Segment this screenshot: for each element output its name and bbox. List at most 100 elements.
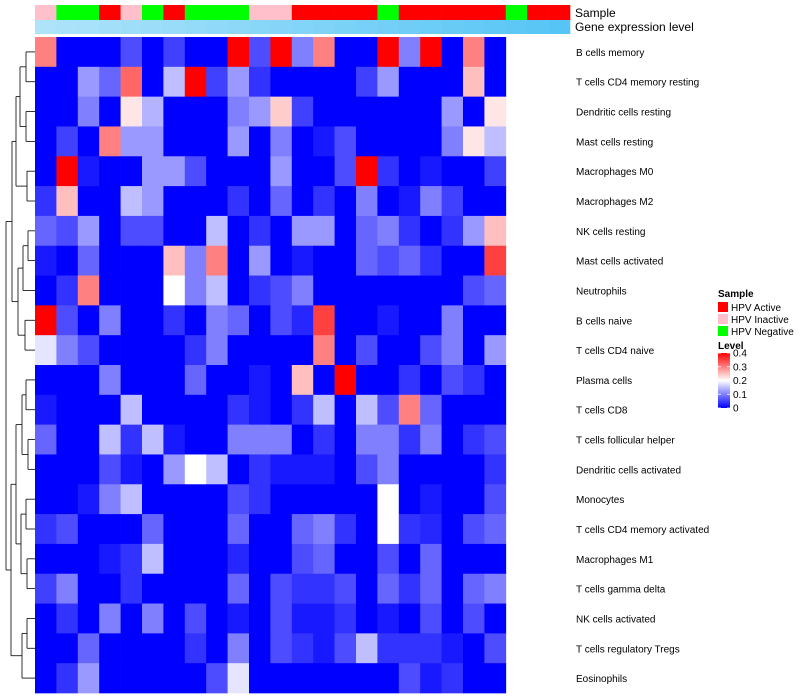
heatmap-cell (356, 603, 378, 634)
gene-expression-annotation-cell (463, 20, 485, 34)
heatmap-cell (206, 663, 228, 694)
heatmap-cell (334, 484, 357, 515)
heatmap-cell (56, 275, 79, 306)
heatmap-cell (398, 37, 421, 68)
heatmap-cell (441, 633, 464, 664)
heatmap-cell (184, 424, 207, 455)
heatmap-cell (206, 96, 228, 127)
heatmap-cell (291, 543, 314, 575)
heatmap-cell (441, 186, 464, 217)
legend-level-label: 0.1 (733, 390, 747, 401)
heatmap-cell (484, 245, 507, 276)
heatmap-cell (270, 275, 293, 306)
row-label: Neutrophils (576, 286, 627, 297)
heatmap-cell (270, 245, 293, 276)
heatmap-cell (484, 454, 507, 485)
heatmap-cell (142, 96, 164, 127)
heatmap-cell (484, 37, 507, 68)
heatmap-cell (484, 215, 507, 247)
heatmap-cell (142, 305, 164, 336)
heatmap-cell (227, 663, 250, 694)
heatmap-cell (463, 156, 485, 187)
heatmap-cell (35, 424, 57, 455)
heatmap-cell (463, 186, 485, 217)
heatmap-cell (420, 454, 442, 485)
heatmap-cell (227, 66, 250, 97)
sample-annotation-cell (249, 5, 271, 20)
heatmap-cell (56, 126, 79, 157)
heatmap-cell (398, 335, 421, 366)
heatmap-cell (313, 633, 335, 664)
heatmap-cell (249, 633, 271, 664)
heatmap-cell (227, 245, 250, 276)
heatmap-cell (184, 275, 207, 306)
heatmap-cell (398, 573, 421, 604)
heatmap-cell (441, 484, 464, 515)
heatmap-cell (441, 156, 464, 187)
heatmap-cell (56, 573, 79, 604)
heatmap-cell (56, 603, 79, 634)
heatmap-cell (120, 245, 143, 276)
heatmap-cell (398, 66, 421, 97)
heatmap-cell (77, 365, 100, 396)
heatmap-cell (484, 365, 507, 396)
heatmap-cell (120, 156, 143, 187)
heatmap-cell (35, 66, 57, 97)
heatmap-cell (163, 633, 186, 664)
heatmap-cell (184, 186, 207, 217)
heatmap-cell (356, 156, 378, 187)
heatmap-cell (99, 335, 121, 366)
heatmap-cell (356, 663, 378, 694)
heatmap-cell (270, 365, 293, 396)
heatmap-cell (291, 186, 314, 217)
heatmap-cell (270, 335, 293, 366)
sample-annotation-cell (56, 5, 79, 20)
heatmap-cell (377, 484, 400, 515)
heatmap-cell (377, 663, 400, 694)
heatmap-cell (356, 543, 378, 575)
heatmap-cell (334, 335, 357, 366)
heatmap-cell (99, 275, 121, 306)
heatmap-cell (56, 663, 79, 694)
heatmap-cell (120, 305, 143, 336)
heatmap-cell (35, 156, 57, 187)
gene-expression-annotation-cell (206, 20, 228, 34)
heatmap-cell (163, 543, 186, 575)
heatmap-cell (441, 394, 464, 425)
heatmap-cell (420, 424, 442, 455)
legend-sample-swatch (718, 326, 728, 336)
heatmap-cell (206, 365, 228, 396)
heatmap-cell (356, 66, 378, 97)
heatmap-cell (99, 156, 121, 187)
heatmap-cell (270, 543, 293, 575)
heatmap-cell (35, 603, 57, 634)
heatmap-cell (206, 573, 228, 604)
heatmap-cell (463, 365, 485, 396)
heatmap-cell (270, 394, 293, 425)
heatmap-cell (463, 66, 485, 97)
heatmap-cell (206, 633, 228, 664)
heatmap-cell (77, 96, 100, 127)
heatmap-cell (356, 186, 378, 217)
sample-annotation-cell (463, 5, 485, 20)
heatmap-cell (484, 424, 507, 455)
heatmap-cell (249, 424, 271, 455)
heatmap-cell (270, 215, 293, 247)
heatmap-cell (441, 365, 464, 396)
gene-expression-annotation-cell (527, 20, 549, 34)
heatmap-cell (334, 365, 357, 396)
heatmap-cell (291, 66, 314, 97)
gene-expression-annotation-cell (313, 20, 335, 34)
heatmap-cell (313, 663, 335, 694)
heatmap-cell (291, 335, 314, 366)
heatmap-cell (377, 603, 400, 634)
heatmap-cell (120, 484, 143, 515)
gene-expression-annotation-cell (142, 20, 164, 34)
heatmap-cell (120, 37, 143, 68)
heatmap-cell (377, 335, 400, 366)
heatmap-cell (270, 454, 293, 485)
sample-annotation-cell (77, 5, 100, 20)
heatmap-cell (99, 126, 121, 157)
heatmap-cell (270, 126, 293, 157)
